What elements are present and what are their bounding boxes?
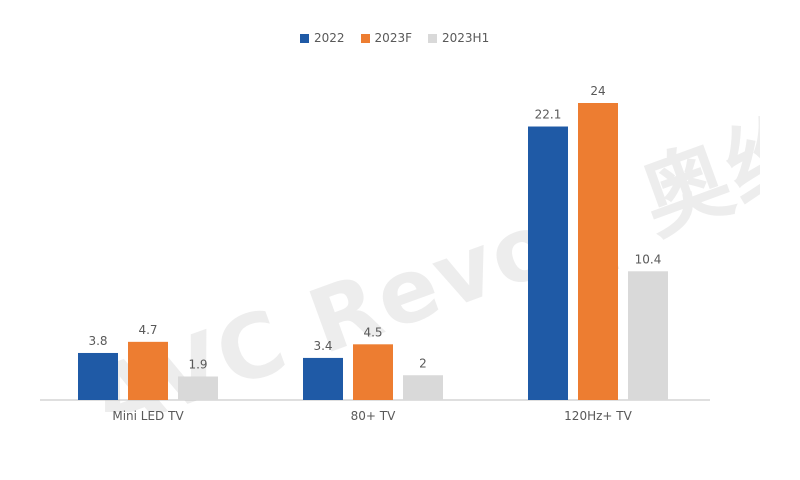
- bar-2023f-80-tv: [353, 344, 393, 400]
- x-axis-tick-label: Mini LED TV: [112, 409, 184, 423]
- bar-2023h1-120hz-tv: [628, 271, 668, 400]
- bar-2023f-mini-led-tv: [128, 341, 168, 400]
- data-label-2022-120hz-tv: 22.1: [535, 108, 562, 122]
- x-axis-tick-label: 120Hz+ TV: [564, 409, 632, 423]
- legend-label-2023f: 2023F: [374, 31, 412, 45]
- legend-swatch-2022: [300, 33, 309, 43]
- data-label-2023f-mini-led-tv: 4.7: [138, 323, 157, 337]
- legend-swatch-2023f: [360, 33, 370, 43]
- bar-2022-mini-led-tv: [78, 352, 118, 400]
- x-axis-tick-label: 80+ TV: [351, 409, 396, 423]
- data-label-2022-mini-led-tv: 3.8: [88, 334, 107, 348]
- legend-label-2022: 2022: [314, 31, 345, 45]
- bar-2022-80-tv: [303, 357, 343, 400]
- data-label-2023f-80-tv: 4.5: [363, 325, 382, 339]
- legend: 2022 2023F 2023H1: [300, 31, 489, 45]
- data-label-2023h1-120hz-tv: 10.4: [635, 252, 662, 266]
- data-label-2022-80-tv: 3.4: [313, 339, 332, 353]
- data-label-2023f-120hz-tv: 24: [590, 84, 605, 98]
- bar-2023f-120hz-tv: [578, 103, 618, 400]
- legend-item-2022: 2022: [300, 31, 345, 45]
- bar-2023h1-mini-led-tv: [178, 376, 218, 400]
- legend-item-2023h1: 2023H1: [428, 31, 489, 45]
- legend-item-2023f: 2023F: [360, 31, 412, 45]
- legend-swatch-2023h1: [428, 33, 437, 43]
- bar-2022-120hz-tv: [528, 126, 568, 400]
- legend-label-2023h1: 2023H1: [442, 31, 490, 45]
- data-label-2023h1-80-tv: 2: [419, 356, 427, 370]
- bar-2023h1-80-tv: [403, 375, 443, 400]
- data-label-2023h1-mini-led-tv: 1.9: [188, 357, 207, 371]
